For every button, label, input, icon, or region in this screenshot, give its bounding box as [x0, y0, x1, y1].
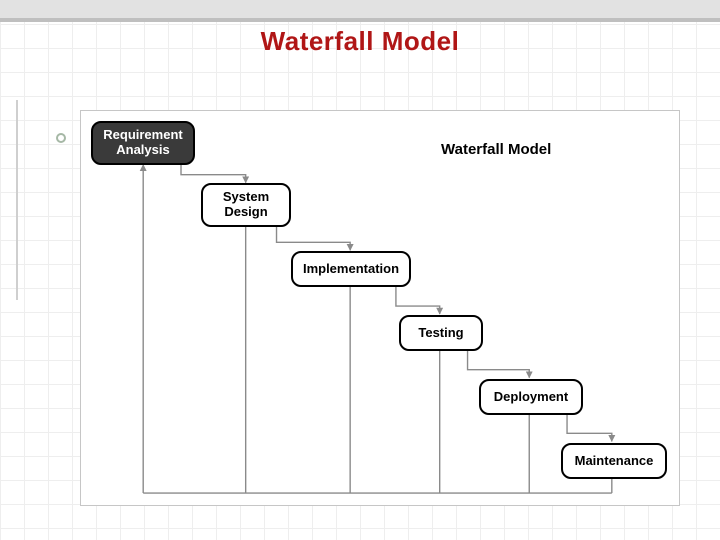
diagram-frame: Waterfall Model RequirementAnalysisSyste…	[80, 110, 680, 506]
bullet-marker	[56, 133, 66, 143]
node-maint: Maintenance	[561, 443, 667, 479]
node-test: Testing	[399, 315, 483, 351]
node-deploy: Deployment	[479, 379, 583, 415]
node-req: RequirementAnalysis	[91, 121, 195, 165]
page-title: Waterfall Model	[0, 26, 720, 57]
node-design: SystemDesign	[201, 183, 291, 227]
slide-top-bar	[0, 0, 720, 22]
node-impl: Implementation	[291, 251, 411, 287]
vertical-divider	[16, 100, 18, 300]
